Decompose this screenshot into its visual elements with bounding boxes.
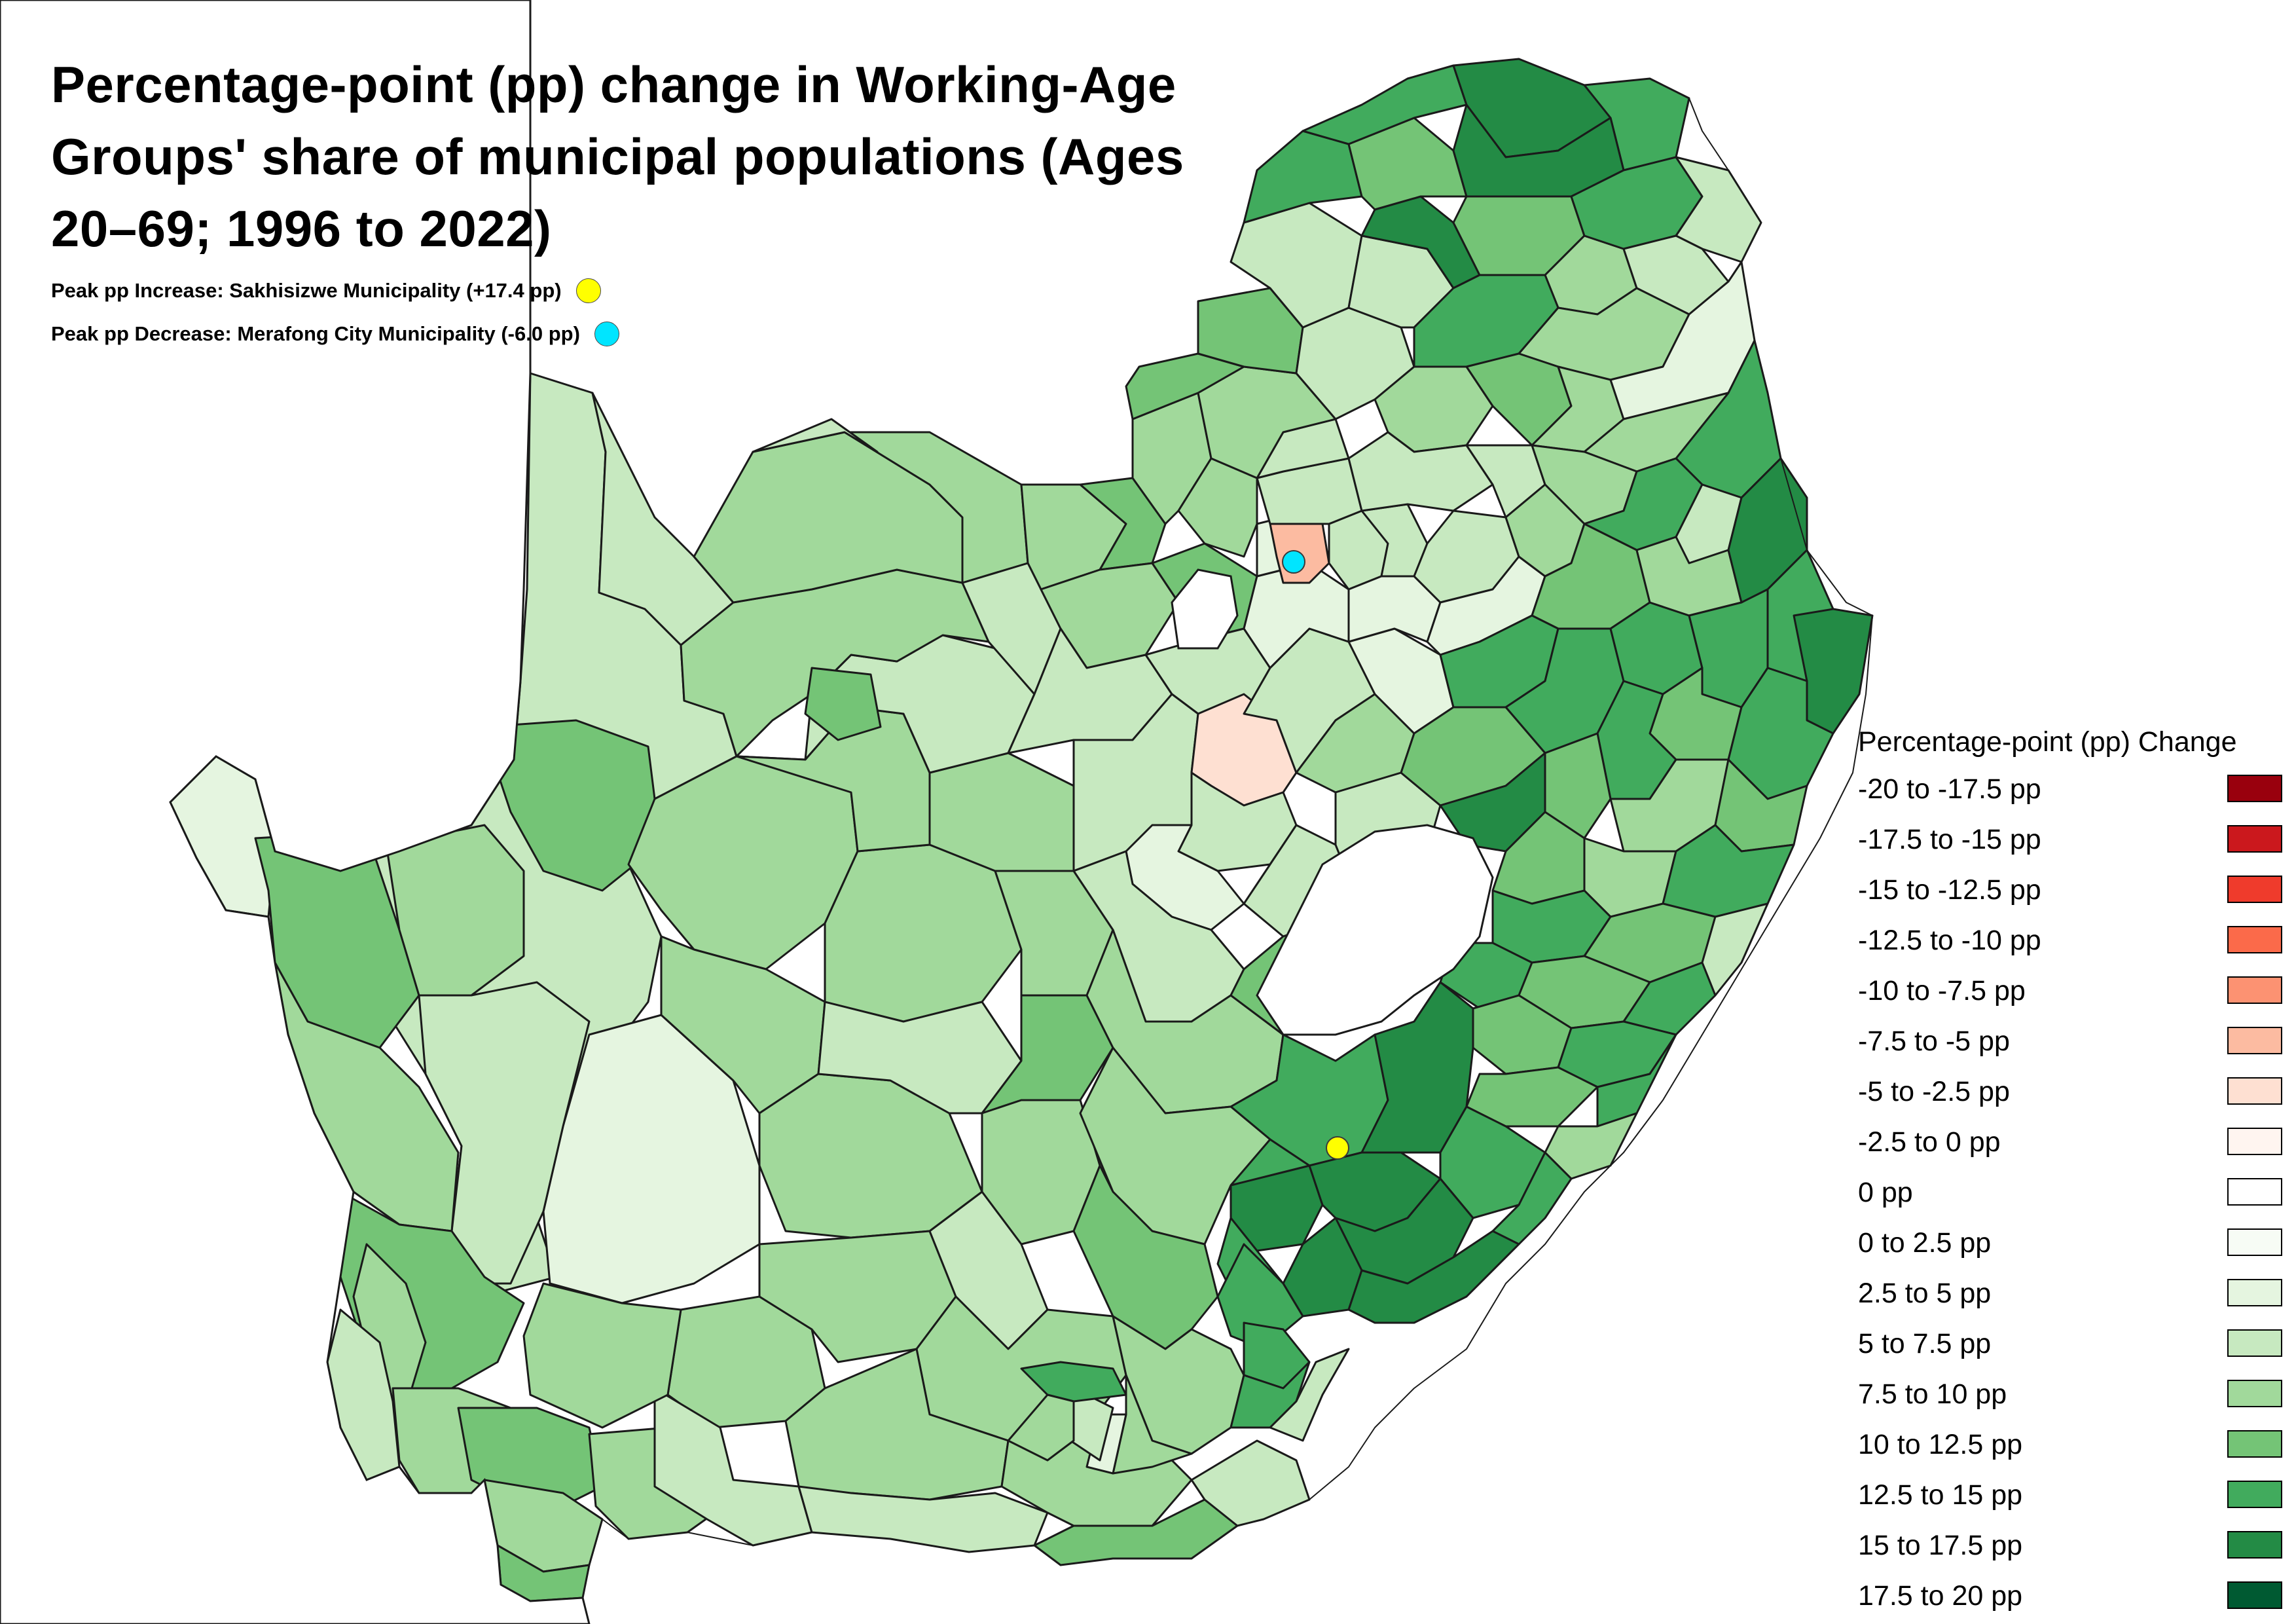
peak-decrease-marker-icon xyxy=(594,322,619,346)
legend-item-label: -20 to -17.5 pp xyxy=(1858,773,2041,805)
legend-item: 0 to 2.5 pp xyxy=(1858,1218,2290,1268)
legend-swatch xyxy=(2227,1329,2282,1357)
legend-item: -5 to -2.5 pp xyxy=(1858,1067,2290,1117)
legend-item-label: -7.5 to -5 pp xyxy=(1858,1025,2010,1057)
legend-item-label: -17.5 to -15 pp xyxy=(1858,824,2041,855)
municipality-region xyxy=(1596,1033,1677,1128)
non-municipal-area xyxy=(1171,568,1239,650)
municipality-region xyxy=(1347,1230,1520,1324)
municipality-region xyxy=(752,418,879,453)
legend-item: -7.5 to -5 pp xyxy=(1858,1016,2290,1067)
legend-item-label: 15 to 17.5 pp xyxy=(1858,1530,2023,1561)
legend-swatch xyxy=(2227,1581,2282,1609)
legend-swatch xyxy=(2227,1128,2282,1155)
peak-decrease-marker xyxy=(1282,550,1305,574)
legend-item: 0 pp xyxy=(1858,1168,2290,1218)
municipality-region xyxy=(1007,1393,1075,1462)
peak-markers xyxy=(1282,550,1349,1160)
municipality-region xyxy=(1439,1105,1546,1219)
legend-title: Percentage-point (pp) Change xyxy=(1858,726,2237,758)
legend-item-label: 0 to 2.5 pp xyxy=(1858,1227,1992,1259)
legend-swatch xyxy=(2227,1178,2282,1206)
legend-item-label: 12.5 to 15 pp xyxy=(1858,1479,2023,1511)
legend-swatch xyxy=(2227,1027,2282,1054)
municipality-region xyxy=(1230,202,1363,329)
legend-item: 10 to 12.5 pp xyxy=(1858,1420,2290,1470)
legend-item-label: -5 to -2.5 pp xyxy=(1858,1076,2010,1107)
municipality-region xyxy=(522,1282,682,1429)
legend-item: -10 to -7.5 pp xyxy=(1858,966,2290,1016)
municipality-region xyxy=(1269,1348,1350,1442)
municipality-region xyxy=(1072,1164,1219,1350)
peak-increase-note: Peak pp Increase: Sakhisizwe Municipalit… xyxy=(51,278,601,303)
legend-swatch xyxy=(2227,775,2282,802)
municipality-region xyxy=(591,392,735,646)
legend-item-label: -12.5 to -10 pp xyxy=(1858,925,2041,956)
legend-swatch xyxy=(2227,1430,2282,1458)
legend-item: -20 to -17.5 pp xyxy=(1858,764,2290,815)
peak-decrease-label: Peak pp Decrease: Merafong City Municipa… xyxy=(51,322,580,345)
peak-increase-marker xyxy=(1326,1136,1349,1160)
municipality-region xyxy=(418,981,591,1285)
legend-item: 17.5 to 20 pp xyxy=(1858,1571,2290,1621)
municipality-region xyxy=(1347,117,1468,211)
legend-item: 12.5 to 15 pp xyxy=(1858,1470,2290,1521)
municipality-region xyxy=(928,752,1075,872)
legend-item-label: 0 pp xyxy=(1858,1177,1913,1208)
legend-swatch xyxy=(2227,1228,2282,1256)
legend-item: 5 to 7.5 pp xyxy=(1858,1319,2290,1369)
legend-swatch xyxy=(2227,1481,2282,1508)
legend-swatch xyxy=(2227,1380,2282,1407)
peak-increase-marker-icon xyxy=(575,278,601,303)
municipality-regions xyxy=(0,0,1874,1624)
legend-item-label: 5 to 7.5 pp xyxy=(1858,1328,1992,1359)
peak-decrease-note: Peak pp Decrease: Merafong City Municipa… xyxy=(51,322,619,346)
municipality-region xyxy=(1622,961,1717,1036)
municipality-region xyxy=(824,843,1023,1023)
municipality-region xyxy=(483,719,656,892)
legend-swatch xyxy=(2227,1279,2282,1306)
municipality-boundaries xyxy=(582,98,1873,1598)
legend-item-label: 17.5 to 20 pp xyxy=(1858,1580,2023,1612)
legend-swatch xyxy=(2227,976,2282,1004)
legend-item: 15 to 17.5 pp xyxy=(1858,1521,2290,1571)
legend-item-label: -15 to -12.5 pp xyxy=(1858,874,2041,906)
legend-item-label: 7.5 to 10 pp xyxy=(1858,1378,2007,1410)
legend-item: -17.5 to -15 pp xyxy=(1858,815,2290,865)
municipality-region xyxy=(804,667,882,741)
legend-item: -2.5 to 0 pp xyxy=(1858,1117,2290,1168)
legend-item-label: -10 to -7.5 pp xyxy=(1858,975,2026,1006)
map-title: Percentage-point (pp) change in Working-… xyxy=(51,56,1184,257)
legend-swatch xyxy=(2227,926,2282,953)
legend-swatch xyxy=(2227,1531,2282,1559)
non-municipal-area xyxy=(0,0,591,1624)
non-municipal-area xyxy=(1256,824,1494,1036)
legend-swatch xyxy=(2227,876,2282,903)
municipality-region xyxy=(1544,732,1612,840)
legend-item-label: 2.5 to 5 pp xyxy=(1858,1278,1992,1309)
municipality-region xyxy=(385,824,525,997)
peak-increase-label: Peak pp Increase: Sakhisizwe Municipalit… xyxy=(51,279,562,302)
coastline xyxy=(582,98,1873,1598)
legend-item: 7.5 to 10 pp xyxy=(1858,1369,2290,1420)
legend-item: 2.5 to 5 pp xyxy=(1858,1268,2290,1319)
legend: Percentage-point (pp) Change -20 to -17.… xyxy=(1858,724,2290,1621)
municipality-region xyxy=(1079,1046,1271,1246)
legend-swatch xyxy=(2227,825,2282,853)
legend-swatch xyxy=(2227,1077,2282,1105)
legend-item-label: 10 to 12.5 pp xyxy=(1858,1429,2023,1460)
legend-item: -12.5 to -10 pp xyxy=(1858,915,2290,966)
legend-items: -20 to -17.5 pp -17.5 to -15 pp -15 to -12… xyxy=(1858,764,2290,1621)
legend-item: -15 to -12.5 pp xyxy=(1858,865,2290,915)
legend-item-label: -2.5 to 0 pp xyxy=(1858,1126,2001,1158)
